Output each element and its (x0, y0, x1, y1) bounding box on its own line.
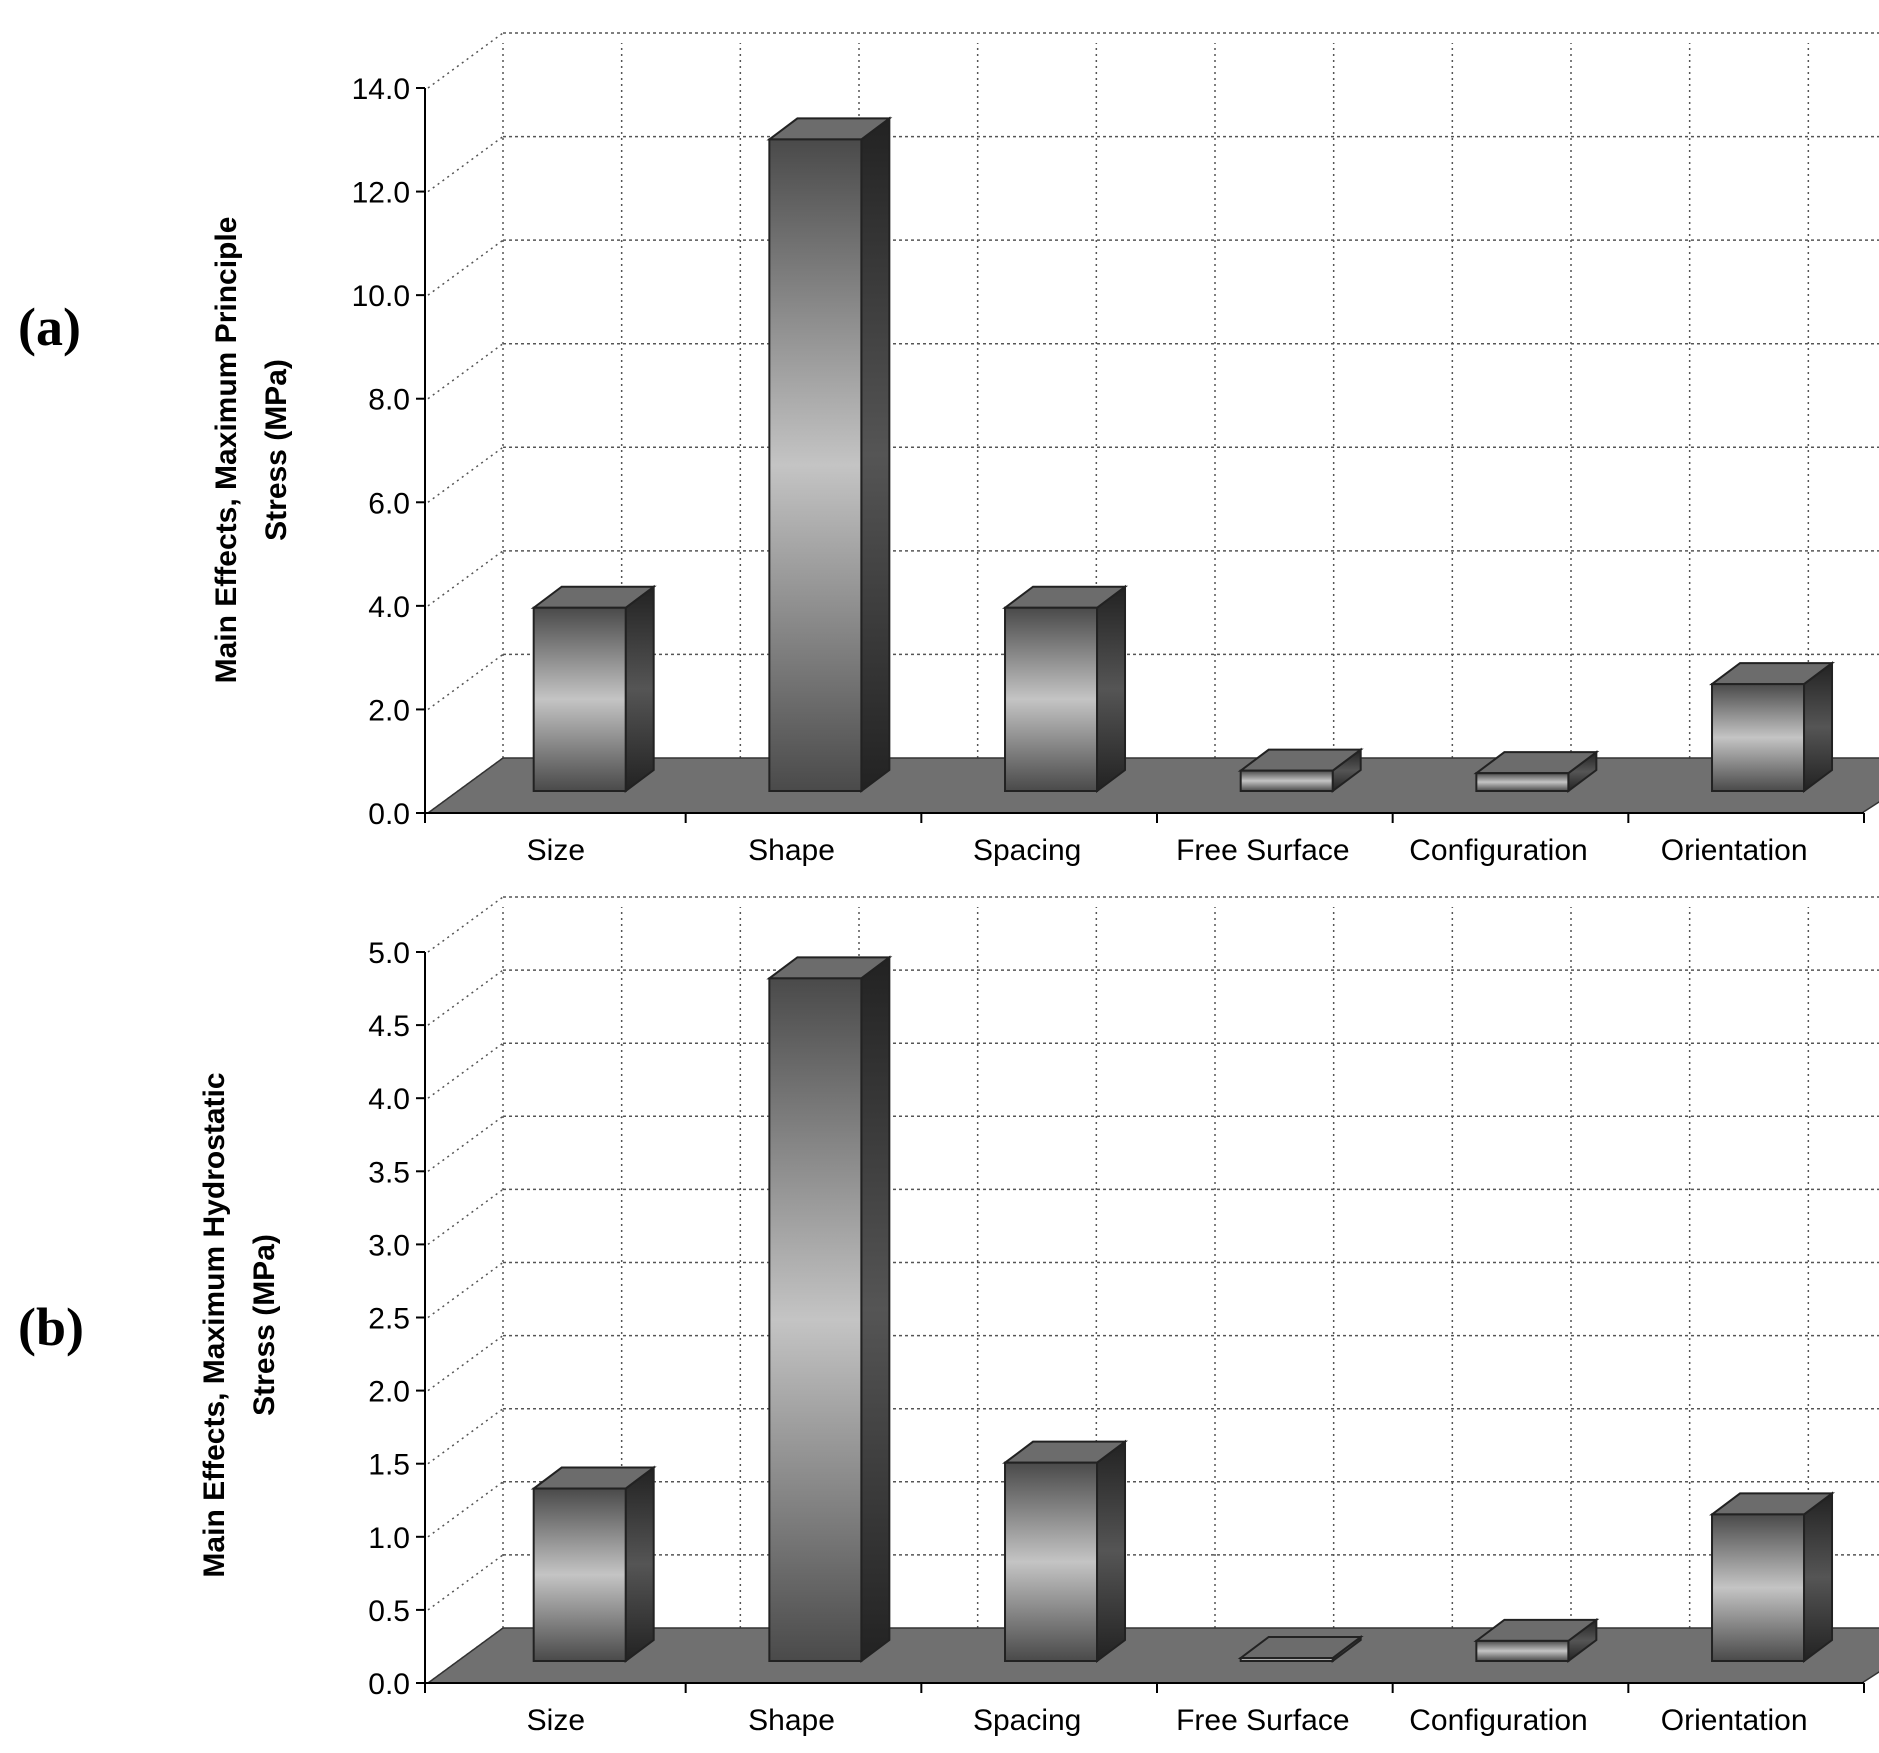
bar-side-face (1803, 1491, 1834, 1663)
bar-orientation (1709, 1491, 1836, 1663)
bar-front-face (1475, 772, 1570, 792)
y-tick-label: 0.5 (368, 1595, 410, 1628)
bar-front-face (1711, 683, 1806, 793)
gridline-diagonal (427, 550, 504, 607)
x-tick-label: Configuration (1409, 1704, 1587, 1737)
y-axis-label-line-1: Main Effects, Maximum Principle (210, 217, 243, 684)
y-tick-label: 0.0 (368, 1668, 410, 1701)
bar-shape (766, 955, 893, 1663)
gridline-diagonal (427, 239, 504, 296)
gridline-diagonal (427, 1334, 504, 1392)
bar-configuration (1473, 750, 1600, 793)
bar-spacing (1002, 1439, 1129, 1663)
y-tick-label: 2.0 (368, 694, 410, 727)
gridline-diagonal (427, 1042, 504, 1099)
x-tick-label: Configuration (1409, 834, 1587, 867)
gridline-diagonal (427, 653, 504, 711)
y-tick-label: 1.0 (368, 1522, 410, 1555)
bar-side-face (1096, 584, 1127, 793)
bar-size (530, 584, 657, 793)
y-axis-label-line-2: Stress (MPa) (260, 359, 293, 541)
y-tick-label: 14.0 (352, 73, 410, 106)
y-tick-label: 4.5 (368, 1010, 410, 1043)
bar-side-face (1096, 1439, 1127, 1663)
bar-front-face (768, 138, 863, 792)
bar-front-face (1239, 1657, 1334, 1662)
gridline-diagonal (427, 446, 504, 503)
y-tick-label: 4.0 (368, 1083, 410, 1116)
y-tick-label: 8.0 (368, 384, 410, 417)
bar-configuration (1473, 1617, 1600, 1663)
bar-spacing (1002, 584, 1129, 793)
gridline-diagonal (427, 1554, 504, 1611)
bar-size (530, 1465, 657, 1663)
gridline-diagonal (427, 896, 504, 953)
y-axis-label-line-1: Main Effects, Maximum Hydrostatic (198, 1072, 231, 1577)
bar-free-surface (1237, 1635, 1364, 1663)
bar-shape (766, 116, 893, 793)
chart-a: (a) Main Effects, Maximum Principle Stre… (18, 32, 1879, 867)
y-tick-label: 6.0 (368, 487, 410, 520)
bar-front-face (1475, 1639, 1570, 1663)
bar-front-face (532, 606, 627, 793)
y-tick-label: 12.0 (352, 177, 410, 210)
x-tick-label: Free Surface (1176, 834, 1349, 867)
bar-front-face (532, 1487, 627, 1662)
gridline-diagonal (427, 1481, 504, 1538)
x-tick-label: Spacing (973, 834, 1081, 867)
bar-front-face (1004, 606, 1099, 793)
y-tick-label: 1.5 (368, 1449, 410, 1482)
x-tick-label: Orientation (1661, 834, 1808, 867)
bar-front-face (1004, 1461, 1099, 1662)
bar-side-face (1803, 661, 1834, 793)
y-tick-label: 2.0 (368, 1376, 410, 1409)
gridline-diagonal (427, 343, 504, 400)
gridline-diagonal (427, 1115, 504, 1172)
bar-side-face (624, 584, 655, 793)
gridline-diagonal (427, 135, 504, 193)
bar-free-surface (1237, 747, 1364, 793)
gridline-diagonal (427, 1188, 504, 1246)
bar-front-face (768, 977, 863, 1662)
x-tick-label: Free Surface (1176, 1704, 1349, 1737)
y-tick-label: 2.5 (368, 1303, 410, 1336)
gridline-diagonal (427, 969, 504, 1026)
x-tick-label: Shape (748, 834, 835, 867)
gridline-diagonal (427, 1261, 504, 1319)
x-tick-label: Spacing (973, 1704, 1081, 1737)
bar-side-face (624, 1465, 655, 1663)
y-axis-label-line-2: Stress (MPa) (248, 1234, 281, 1416)
x-tick-label: Orientation (1661, 1704, 1808, 1737)
y-tick-label: 0.0 (368, 798, 410, 831)
gridline-diagonal (427, 32, 504, 89)
panel-label-b: (b) (18, 1297, 84, 1357)
x-tick-label: Size (527, 1704, 585, 1737)
bar-side-face (860, 955, 891, 1663)
y-tick-label: 10.0 (352, 280, 410, 313)
bar-front-face (1239, 769, 1334, 793)
chart-b: (b) Main Effects, Maximum Hydrostatic St… (18, 896, 1879, 1737)
gridline-diagonal (427, 1408, 504, 1465)
y-tick-label: 4.0 (368, 591, 410, 624)
y-tick-label: 3.0 (368, 1229, 410, 1262)
y-tick-label: 5.0 (368, 937, 410, 970)
x-tick-label: Size (527, 834, 585, 867)
bar-orientation (1709, 661, 1836, 793)
bar-side-face (860, 116, 891, 793)
bar-front-face (1711, 1513, 1806, 1663)
panel-label-a: (a) (18, 297, 81, 357)
y-tick-label: 3.5 (368, 1156, 410, 1189)
x-tick-label: Shape (748, 1704, 835, 1737)
